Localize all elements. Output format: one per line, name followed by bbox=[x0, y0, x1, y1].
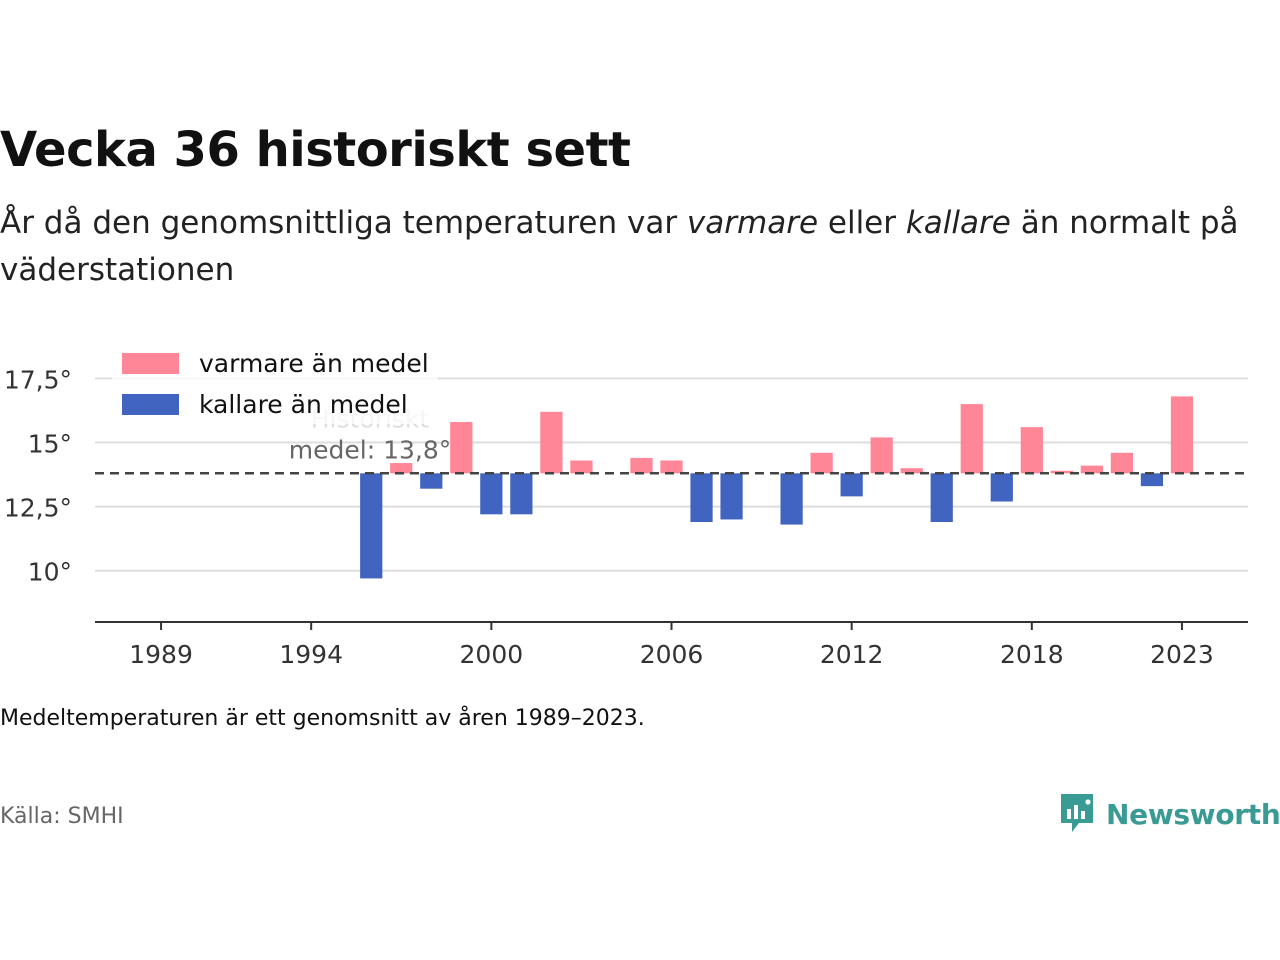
temperature-bar-chart: 10° 12,5° 15° 17,5° 1989 1994 2000 2006 2012 201… bbox=[4, 346, 1248, 669]
footnote: Medeltemperaturen är ett genomsnitt av å… bbox=[0, 706, 645, 731]
bar bbox=[630, 457, 653, 474]
y-tick-label: 17,5° bbox=[4, 365, 72, 394]
bar bbox=[690, 473, 713, 523]
y-tick-label: 10° bbox=[28, 558, 72, 587]
bar bbox=[420, 473, 443, 489]
bar bbox=[1140, 473, 1164, 487]
bar bbox=[360, 473, 383, 579]
bar bbox=[450, 422, 473, 474]
legend-label-warm: varmare än medel bbox=[199, 349, 429, 378]
subtitle-text-start: År då den genomsnittliga temperaturen va… bbox=[0, 205, 687, 241]
bar bbox=[540, 411, 563, 474]
bar bbox=[1080, 465, 1103, 474]
x-tick-label: 2006 bbox=[640, 640, 704, 669]
x-tick-label: 1989 bbox=[129, 640, 193, 669]
subtitle-cold-word: kallare bbox=[905, 205, 1011, 241]
brand-logo[interactable]: Newsworthy bbox=[1058, 792, 1280, 836]
legend-swatch-cold bbox=[122, 394, 179, 415]
x-axis-ticks: 1989 1994 2000 2006 2012 2018 2023 bbox=[129, 622, 1214, 669]
bar bbox=[810, 452, 833, 474]
x-tick-label: 2012 bbox=[820, 640, 884, 669]
bar bbox=[1110, 452, 1134, 474]
y-tick-label: 12,5° bbox=[4, 494, 72, 523]
chart-subtitle: År då den genomsnittliga temperaturen va… bbox=[0, 200, 1270, 294]
bar bbox=[570, 460, 593, 474]
y-tick-label: 15° bbox=[28, 430, 72, 459]
legend-swatch-warm bbox=[122, 353, 179, 374]
newsworthy-logo-icon bbox=[1061, 794, 1093, 832]
x-tick-label: 2000 bbox=[460, 640, 524, 669]
brand-name: Newsworthy bbox=[1106, 797, 1280, 831]
bar bbox=[1170, 396, 1194, 474]
bar bbox=[840, 473, 863, 497]
bar bbox=[930, 473, 953, 523]
x-tick-label: 2018 bbox=[1000, 640, 1064, 669]
bar bbox=[990, 473, 1013, 502]
x-tick-label: 1994 bbox=[279, 640, 343, 669]
mean-label-line2: medel: 13,8° bbox=[289, 435, 451, 464]
bar bbox=[720, 473, 743, 520]
source-label: Källa: SMHI bbox=[0, 804, 124, 829]
bar bbox=[480, 473, 503, 515]
bar bbox=[900, 468, 923, 474]
bar bbox=[1020, 427, 1043, 474]
bar bbox=[660, 460, 683, 474]
legend: varmare än medel kallare än medel bbox=[112, 346, 438, 424]
bar bbox=[510, 473, 533, 515]
subtitle-warm-word: varmare bbox=[686, 205, 819, 241]
bar bbox=[870, 437, 893, 474]
subtitle-text-middle: eller bbox=[818, 205, 906, 241]
bars bbox=[360, 396, 1194, 579]
bar bbox=[780, 473, 803, 525]
chart-title: Vecka 36 historiskt sett bbox=[0, 122, 631, 178]
bar bbox=[1050, 470, 1073, 474]
legend-label-cold: kallare än medel bbox=[199, 390, 408, 419]
bar bbox=[390, 463, 413, 474]
bar bbox=[960, 404, 983, 474]
subtitle-text-end: än normalt på väderstationen bbox=[0, 205, 1239, 288]
y-axis-labels: 10° 12,5° 15° 17,5° bbox=[4, 365, 72, 586]
x-tick-label: 2023 bbox=[1150, 640, 1214, 669]
